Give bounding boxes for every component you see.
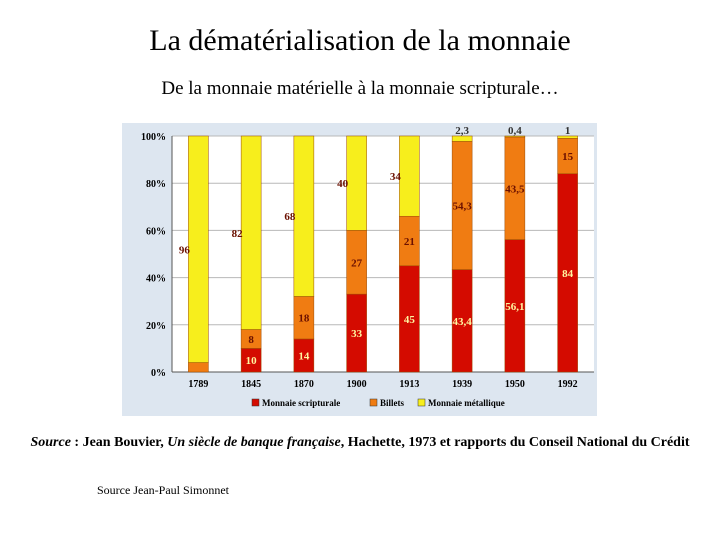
chart-container: 0% 20% 40% 60% 80% 100% 96 1789 10 8 82 1845 14 18 68 1… [122, 123, 597, 416]
slide-credit: Source Jean-Paul Simonnet [97, 483, 229, 497]
data-label: 43,5 [505, 183, 525, 195]
data-label: 43,4 [453, 316, 473, 328]
y-tick-label: 100% [141, 132, 166, 143]
x-tick-label: 1870 [294, 379, 314, 390]
x-tick-label: 1939 [452, 379, 472, 390]
data-label: 84 [562, 268, 574, 280]
y-tick-label: 40% [146, 274, 166, 285]
data-label: 54,3 [453, 201, 473, 213]
data-label: 45 [404, 314, 416, 326]
data-label: 8 [248, 334, 254, 346]
y-tick-label: 80% [146, 179, 166, 190]
legend-swatch [251, 398, 260, 407]
x-tick-label: 1789 [188, 379, 208, 390]
stacked-bar-chart: 0% 20% 40% 60% 80% 100% 96 1789 10 8 82 1845 14 18 68 1… [141, 125, 594, 408]
bar-segment [293, 135, 315, 297]
slide-subtitle: De la monnaie matérielle à la monnaie sc… [161, 78, 559, 99]
data-label: 2,3 [455, 125, 469, 137]
data-label: 82 [232, 228, 244, 240]
data-label: 96 [179, 244, 191, 256]
data-label: 15 [562, 151, 574, 163]
bar-segment [557, 135, 578, 139]
legend-swatch [369, 398, 378, 407]
bar-segment [188, 135, 209, 363]
y-tick-label: 60% [146, 226, 166, 237]
data-label: 18 [298, 313, 310, 325]
data-label: 33 [351, 328, 363, 340]
bar-segment [451, 135, 473, 142]
data-label: 34 [390, 171, 402, 183]
data-label: 21 [404, 236, 415, 248]
slide-title: La dématérialisation de la monnaie [149, 24, 571, 57]
legend-label: Monnaie scripturale [262, 398, 340, 408]
legend-swatch [417, 398, 426, 407]
bar-segment [399, 135, 420, 217]
source-author: : Jean Bouvier, [70, 435, 168, 450]
data-label: 40 [337, 178, 349, 190]
plot-area [172, 136, 594, 372]
x-tick-label: 1845 [241, 379, 261, 390]
source-citation: Source : Jean Bouvier, Un siècle de banq… [0, 435, 720, 451]
bar-segment [504, 135, 526, 138]
data-label: 68 [284, 211, 296, 223]
x-tick-label: 1913 [399, 379, 419, 390]
data-label: 1 [565, 125, 571, 137]
data-label: 56,1 [505, 301, 524, 313]
y-tick-label: 0% [151, 368, 166, 379]
bar-segment [346, 135, 367, 231]
legend-label: Billets [380, 398, 404, 408]
source-rest: , Hachette, 1973 et rapports du Conseil … [340, 435, 690, 450]
x-tick-label: 1992 [558, 379, 578, 390]
data-label: 10 [246, 355, 258, 367]
y-tick-label: 20% [146, 321, 166, 332]
legend-label: Monnaie métallique [428, 398, 505, 408]
bar-segment [240, 135, 262, 330]
data-label: 14 [298, 350, 310, 362]
x-tick-label: 1950 [505, 379, 525, 390]
source-prefix: Source [30, 435, 71, 450]
x-tick-label: 1900 [347, 379, 367, 390]
source-book-title: Un siècle de banque française [167, 435, 341, 450]
bar-segment [188, 362, 209, 373]
data-label: 0,4 [508, 125, 522, 137]
data-label: 27 [351, 257, 363, 269]
